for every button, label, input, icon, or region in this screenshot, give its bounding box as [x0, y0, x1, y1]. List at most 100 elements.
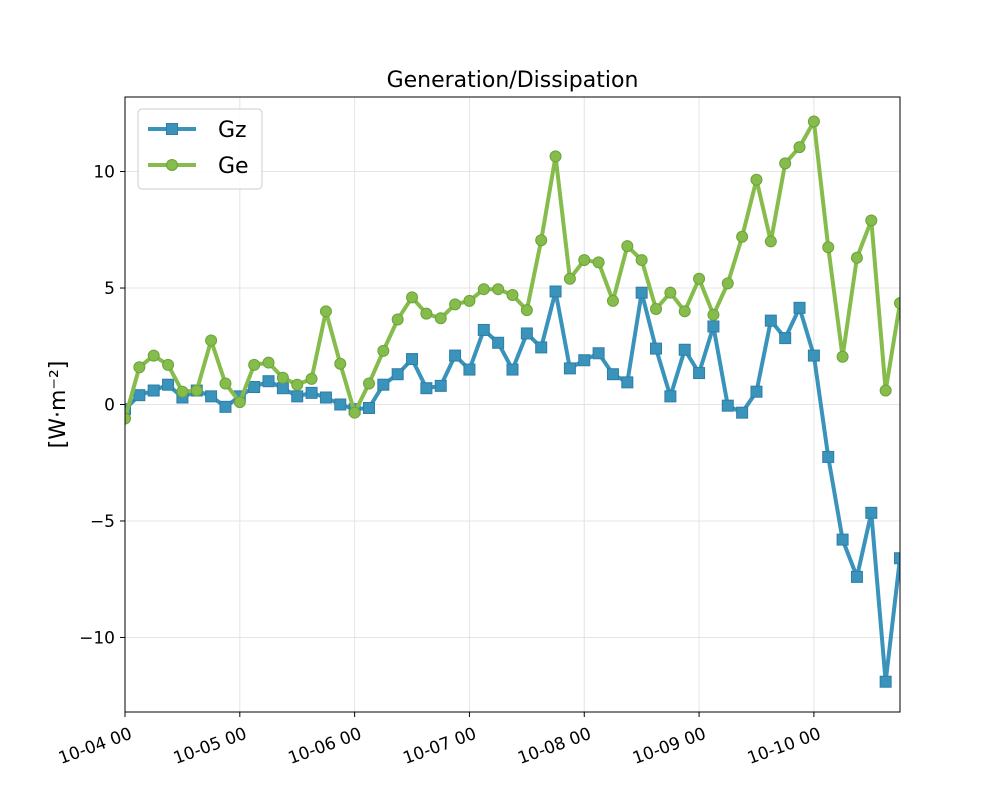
data-point-gz: [305, 386, 318, 399]
data-point-gz: [793, 301, 806, 314]
y-tick-label: −10: [79, 628, 115, 648]
data-point-gz: [492, 336, 505, 349]
data-point-gz: [362, 401, 375, 414]
data-point-ge: [262, 356, 275, 369]
data-point-ge: [736, 230, 749, 243]
data-point-ge: [492, 283, 505, 296]
data-point-gz: [736, 406, 749, 419]
data-point-ge: [449, 298, 462, 311]
data-point-ge: [147, 349, 160, 362]
data-point-gz: [764, 314, 777, 327]
data-point-ge: [319, 305, 332, 318]
y-tick-label: 0: [104, 396, 115, 416]
data-point-ge: [162, 358, 175, 371]
legend-marker-square: [166, 123, 178, 135]
data-point-ge: [477, 283, 490, 296]
data-point-ge: [219, 377, 232, 390]
data-point-ge: [563, 272, 576, 285]
data-point-ge: [377, 344, 390, 357]
data-point-ge: [305, 372, 318, 385]
legend-item-gz: Gz: [148, 118, 247, 143]
data-point-ge: [850, 251, 863, 264]
data-point-ge: [506, 289, 519, 302]
x-tick-label: 10-08 00: [515, 724, 594, 769]
data-point-ge: [549, 150, 562, 163]
data-point-gz: [262, 375, 275, 388]
axis-ticks: 10-04 00 10-05 00 10-06 00 10-07 00 10-08 00…: [56, 163, 824, 769]
data-point-gz: [563, 362, 576, 375]
x-tick-label: 10-04 00: [56, 724, 135, 769]
data-point-gz: [276, 382, 289, 395]
data-point-ge: [894, 297, 900, 310]
x-tick-label: 10-06 00: [286, 724, 365, 769]
series-ge: [125, 115, 900, 425]
y-tick-label: −5: [90, 512, 115, 532]
data-point-ge: [578, 254, 591, 267]
data-point-gz: [879, 675, 892, 688]
data-point-gz: [578, 354, 591, 367]
data-point-ge: [362, 377, 375, 390]
data-point-gz: [147, 384, 160, 397]
data-point-ge: [621, 240, 634, 253]
data-point-gz: [406, 353, 419, 366]
legend-label: Ge: [218, 154, 249, 179]
data-point-gz: [463, 363, 476, 376]
data-point-gz: [678, 343, 691, 356]
data-point-ge: [348, 406, 361, 419]
data-point-ge: [190, 384, 203, 397]
legend-item-ge: Ge: [148, 154, 249, 179]
chart-title: Generation/Dissipation: [387, 68, 639, 93]
data-point-gz: [420, 382, 433, 395]
data-point-gz: [693, 367, 706, 380]
data-point-ge: [650, 302, 663, 315]
series-gz: [125, 285, 900, 688]
y-axis-label: [W·m⁻²]: [46, 361, 71, 449]
data-point-ge: [764, 235, 777, 248]
data-point-ge: [707, 308, 720, 321]
data-point-ge: [664, 286, 677, 299]
data-point-gz: [133, 389, 146, 402]
data-point-gz: [205, 390, 218, 403]
data-point-ge: [678, 305, 691, 318]
data-point-ge: [334, 357, 347, 370]
data-point-gz: [391, 368, 404, 381]
data-point-gz: [850, 570, 863, 583]
data-point-ge: [176, 385, 189, 398]
legend: Gz Ge: [137, 108, 263, 190]
data-point-gz: [807, 349, 820, 362]
data-point-gz: [664, 390, 677, 403]
data-point-gz: [894, 552, 900, 565]
data-point-gz: [606, 368, 619, 381]
data-point-gz: [434, 379, 447, 392]
x-tick-label: 10-09 00: [630, 724, 709, 769]
data-point-gz: [650, 342, 663, 355]
data-point-ge: [125, 412, 131, 425]
data-point-ge: [606, 294, 619, 307]
data-point-ge: [793, 141, 806, 154]
data-point-gz: [162, 378, 175, 391]
data-point-ge: [133, 361, 146, 374]
data-point-gz: [750, 385, 763, 398]
x-tick-label: 10-10 00: [745, 724, 824, 769]
data-point-gz: [334, 398, 347, 411]
data-point-gz: [377, 378, 390, 391]
data-point-gz: [535, 341, 548, 354]
data-point-gz: [836, 533, 849, 546]
data-point-gz: [549, 285, 562, 298]
data-point-ge: [750, 173, 763, 186]
data-point-gz: [707, 320, 720, 333]
x-tick-label: 10-07 00: [400, 724, 479, 769]
plot-series: [125, 115, 900, 688]
data-point-gz: [865, 506, 878, 519]
data-point-ge: [822, 241, 835, 254]
data-point-ge: [879, 384, 892, 397]
data-point-ge: [520, 304, 533, 317]
legend-marker-circle: [166, 159, 178, 171]
data-point-ge: [434, 312, 447, 325]
data-point-ge: [807, 115, 820, 128]
data-point-ge: [721, 277, 734, 290]
data-point-ge: [391, 313, 404, 326]
data-point-ge: [693, 272, 706, 285]
data-point-ge: [463, 294, 476, 307]
